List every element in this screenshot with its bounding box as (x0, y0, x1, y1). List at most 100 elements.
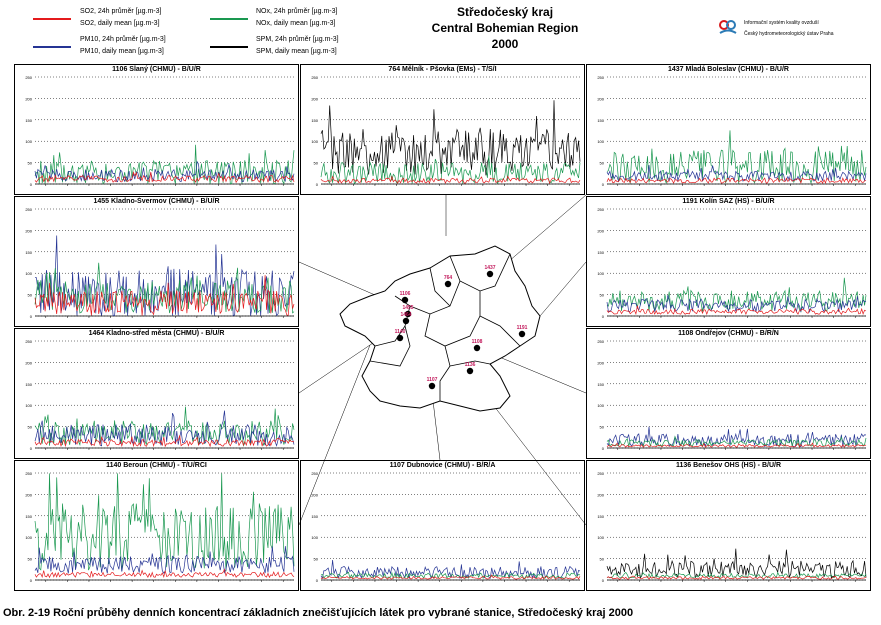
y-tick-label: 50 (600, 425, 605, 430)
series-line-so2 (320, 574, 581, 580)
station-marker (396, 334, 404, 342)
panel-title: 1140 Beroun (CHMU) - T/U/RCI (106, 462, 207, 469)
station-label: 1455 (402, 305, 413, 311)
legend-swatch-spm (210, 46, 248, 48)
panel-plot: 0 50 100 150 200 250 (25, 75, 295, 187)
station-label: 1107 (427, 377, 438, 383)
title-year: 2000 (491, 37, 519, 51)
y-tick-label: 250 (311, 75, 318, 80)
series-line-nox (320, 571, 581, 580)
legend-label-spm-cz: SPM, 24h průměr [µg.m-3] (256, 36, 339, 43)
legend-label-pm10-en: PM10, daily mean [µg.m-3] (80, 48, 164, 55)
y-tick-label: 150 (311, 118, 318, 123)
y-tick-label: 0 (602, 314, 605, 319)
panel-title: 1455 Kladno-Švermov (CHMU) - B/U/R (93, 198, 220, 205)
y-tick-label: 250 (597, 471, 604, 476)
panel-title: 1191 Kolín SAZ (HS) - B/U/R (682, 198, 775, 205)
panel-title: 1437 Mladá Boleslav (CHMU) - B/U/R (668, 66, 789, 73)
y-tick-label: 200 (311, 96, 318, 101)
y-tick-label: 100 (25, 403, 32, 408)
station-panel: 1140 Beroun (CHMU) - T/U/RCI 0 50 100 150 200… (14, 460, 299, 591)
series-line-so2 (606, 305, 867, 316)
y-tick-label: 50 (28, 425, 33, 430)
series-line-pm10 (34, 410, 295, 447)
series-line-nox (606, 130, 867, 185)
legend-label-nox-en: NOx, daily mean [µg.m-3] (256, 20, 336, 27)
series-line-so2 (34, 275, 295, 316)
station-label: 1437 (484, 265, 495, 271)
y-tick-label: 50 (28, 293, 33, 298)
y-tick-label: 100 (25, 271, 32, 276)
station-label: 1108 (472, 339, 483, 345)
station-marker (518, 330, 526, 338)
title-en: Central Bohemian Region (431, 21, 579, 35)
legend-swatch-so2 (33, 18, 71, 20)
series-line-so2 (606, 442, 867, 448)
station-marker (428, 382, 436, 390)
y-tick-label: 150 (597, 514, 604, 519)
district-borders (369, 253, 521, 401)
y-tick-label: 50 (600, 161, 605, 166)
station-panel: 1107 Dubnovice (CHMU) - B/R/A 0 50 100 150 20… (300, 460, 585, 591)
series-line-nox (606, 277, 867, 313)
station-marker (473, 344, 481, 352)
y-tick-label: 0 (30, 182, 33, 187)
y-tick-label: 250 (25, 207, 32, 212)
y-tick-label: 200 (597, 96, 604, 101)
station-marker (444, 280, 452, 288)
series-line-spm (320, 100, 581, 176)
legend-label-pm10-cz: PM10, 24h průměr [µg.m-3] (80, 36, 166, 43)
y-tick-label: 100 (597, 271, 604, 276)
y-tick-label: 150 (25, 514, 32, 519)
y-tick-label: 0 (602, 182, 605, 187)
y-tick-label: 250 (25, 471, 32, 476)
y-tick-label: 50 (28, 557, 33, 562)
title-cz: Středočeský kraj (456, 5, 554, 19)
panel-title: 1136 Benešov OHS (HS) - B/U/R (675, 462, 782, 469)
legend-swatch-nox (210, 18, 248, 20)
y-tick-label: 200 (25, 360, 32, 365)
y-tick-label: 150 (25, 118, 32, 123)
panel-plot: 0 50 100 150 200 250 (25, 471, 295, 583)
series-line-so2 (34, 171, 295, 184)
series-line-pm10 (34, 235, 295, 317)
y-tick-label: 250 (25, 75, 32, 80)
station-marker (402, 317, 410, 325)
y-tick-label: 0 (30, 446, 33, 451)
station-marker (401, 296, 409, 304)
y-tick-label: 150 (597, 382, 604, 387)
y-tick-label: 100 (311, 139, 318, 144)
y-tick-label: 150 (597, 118, 604, 123)
panel-title: 1464 Kladno-střed města (CHMU) - B/U/R (88, 330, 225, 337)
y-tick-label: 100 (25, 535, 32, 540)
station-panel: 1455 Kladno-Švermov (CHMU) - B/U/R 0 50 100… (14, 196, 299, 327)
y-tick-label: 200 (25, 492, 32, 497)
panel-plot: 0 50 100 150 200 250 (311, 471, 581, 583)
logo-line2: Český hydrometeorologický ústav Praha (744, 31, 834, 37)
series-line-so2 (34, 435, 295, 448)
series-line-so2 (606, 575, 867, 580)
station-panel: 764 Mělník - Pšovka (EMs) - T/S/I 0 50 100 1… (300, 64, 585, 195)
legend-label-spm-en: SPM, daily mean [µg.m-3] (256, 48, 337, 55)
y-tick-label: 0 (316, 578, 319, 583)
legend-label-so2-cz: SO2, 24h průměr [µg.m-3] (80, 8, 162, 15)
logo-line1: Informační systém kvality ovzduší (744, 20, 819, 26)
station-marker (486, 270, 494, 278)
y-tick-label: 50 (600, 293, 605, 298)
series-line-nox (320, 155, 581, 185)
station-label: 1464 (400, 312, 411, 318)
y-tick-label: 0 (30, 578, 33, 583)
y-tick-label: 50 (314, 557, 319, 562)
y-tick-label: 150 (25, 382, 32, 387)
y-tick-label: 250 (25, 339, 32, 344)
y-tick-label: 200 (311, 492, 318, 497)
y-tick-label: 100 (311, 535, 318, 540)
y-tick-label: 0 (602, 578, 605, 583)
station-label: 1106 (400, 291, 411, 297)
panel-title: 764 Mělník - Pšovka (EMs) - T/S/I (388, 66, 497, 73)
y-tick-label: 100 (597, 403, 604, 408)
y-tick-label: 100 (597, 139, 604, 144)
y-tick-label: 50 (600, 557, 605, 562)
y-tick-label: 50 (28, 161, 33, 166)
series-line-pm10 (606, 426, 867, 448)
